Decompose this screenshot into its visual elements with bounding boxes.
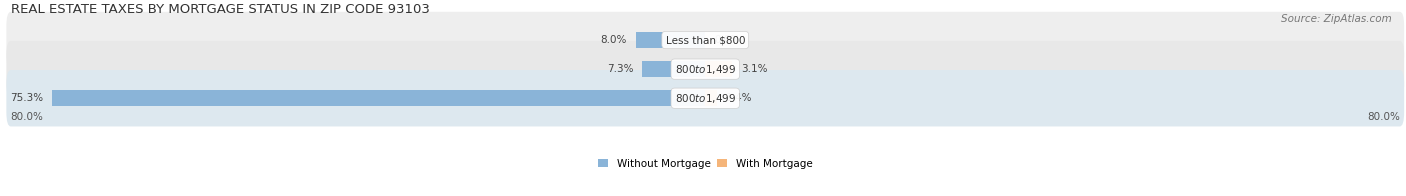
Legend: Without Mortgage, With Mortgage: Without Mortgage, With Mortgage — [598, 159, 813, 169]
Text: 0.0%: 0.0% — [714, 35, 740, 45]
Bar — [643, 61, 706, 77]
Bar — [636, 32, 706, 48]
Text: $800 to $1,499: $800 to $1,499 — [675, 63, 735, 76]
FancyBboxPatch shape — [7, 12, 1405, 68]
Text: 80.0%: 80.0% — [1367, 112, 1400, 122]
Text: 75.3%: 75.3% — [10, 93, 42, 103]
Text: Less than $800: Less than $800 — [665, 35, 745, 45]
Text: Source: ZipAtlas.com: Source: ZipAtlas.com — [1281, 14, 1392, 24]
FancyBboxPatch shape — [7, 70, 1405, 126]
Text: 7.3%: 7.3% — [607, 64, 633, 74]
Text: 8.0%: 8.0% — [600, 35, 627, 45]
Bar — [706, 61, 733, 77]
Text: REAL ESTATE TAXES BY MORTGAGE STATUS IN ZIP CODE 93103: REAL ESTATE TAXES BY MORTGAGE STATUS IN … — [11, 3, 430, 16]
Bar — [706, 90, 717, 106]
FancyBboxPatch shape — [7, 41, 1405, 97]
Text: 1.4%: 1.4% — [725, 93, 752, 103]
Bar — [52, 90, 706, 106]
Text: 3.1%: 3.1% — [741, 64, 768, 74]
Text: 80.0%: 80.0% — [11, 112, 44, 122]
Text: $800 to $1,499: $800 to $1,499 — [675, 92, 735, 105]
